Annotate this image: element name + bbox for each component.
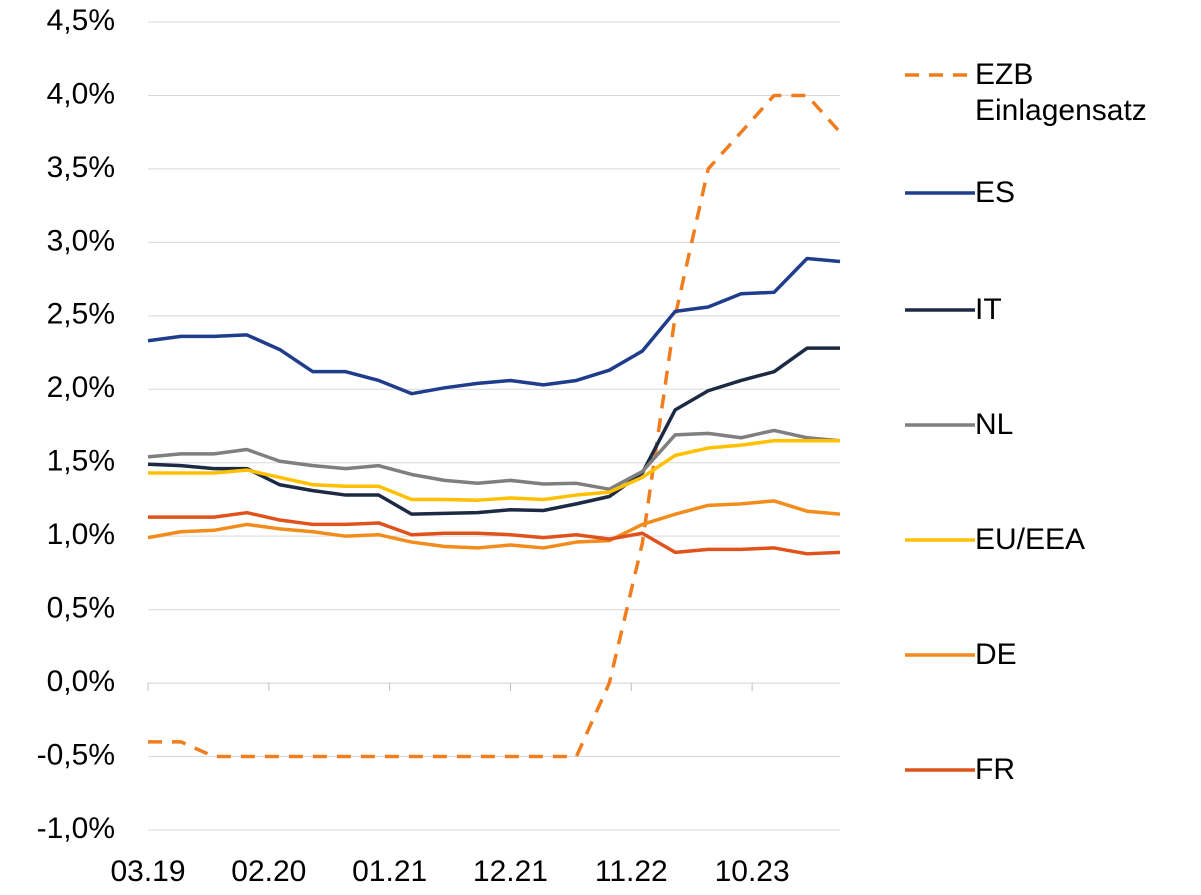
- legend-item: EU/EEA: [905, 522, 1195, 562]
- y-tick-label: 1,0%: [47, 518, 115, 551]
- series-line: [147, 346, 840, 516]
- x-tick-label: 03.19: [110, 855, 185, 888]
- series-line: [147, 499, 841, 550]
- legend-swatch: [905, 423, 975, 427]
- chart: -1,0% -0,5% 0,0% 0,5% 1,0% 1,5% 2,0% 2,5% 3,0% 3,…: [37, 4, 842, 888]
- y-tick-label: 2,5%: [47, 298, 115, 331]
- series-line: [148, 510, 841, 556]
- legend-label: EZB Einlagensatz: [975, 58, 1147, 127]
- x-tick-label: 11.22: [595, 855, 668, 888]
- y-tick-label: 0,0%: [47, 665, 115, 698]
- legend-label: NL: [975, 408, 1014, 441]
- y-tick-label: 4,0%: [47, 77, 115, 110]
- series-line: [147, 428, 841, 491]
- legend-swatch: [905, 191, 975, 195]
- legend-swatch: [905, 768, 975, 772]
- series-line: [148, 93, 842, 759]
- legend-label: DE: [975, 638, 1017, 671]
- series-line: [148, 438, 840, 502]
- y-tick-label: 3,0%: [47, 224, 115, 257]
- legend-item: EZB Einlagensatz: [905, 57, 1195, 127]
- legend-item: DE: [905, 637, 1195, 677]
- legend-swatch: [905, 73, 975, 77]
- series-line: [147, 256, 841, 396]
- y-tick-label: 0,5%: [47, 592, 115, 625]
- legend-label: ES: [975, 176, 1016, 209]
- legend-label: EU/EEA: [975, 523, 1086, 556]
- y-tick-label: 1,5%: [47, 445, 115, 478]
- y-tick-label: 2,0%: [47, 371, 115, 404]
- legend-swatch: [905, 308, 975, 312]
- legend-swatch: [905, 538, 975, 542]
- legend-item: ES: [905, 175, 1195, 215]
- y-tick-label: 3,5%: [47, 151, 115, 184]
- legend-item: FR: [905, 752, 1195, 792]
- y-tick-label: -0,5%: [37, 738, 115, 771]
- legend-swatch: [905, 653, 975, 657]
- legend-item: NL: [905, 407, 1195, 447]
- x-tick-label: 01.21: [352, 855, 427, 888]
- y-tick-label: -1,0%: [37, 812, 115, 845]
- legend-label: FR: [975, 753, 1015, 786]
- legend-item: IT: [905, 292, 1195, 332]
- x-tick-label: 02.20: [231, 855, 306, 888]
- x-tick-label: 10.23: [715, 855, 790, 888]
- x-tick-label: 12.21: [473, 855, 548, 888]
- legend-label: IT: [975, 293, 1002, 326]
- y-tick-label: 4,5%: [47, 4, 115, 37]
